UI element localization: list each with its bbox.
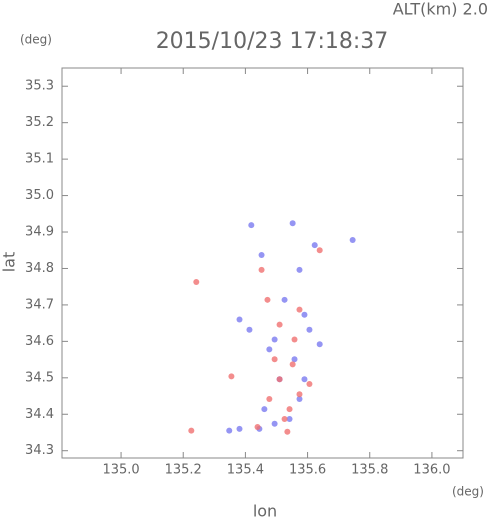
x-tick-label: 135.0 [102, 463, 139, 478]
y-tick-label: 34.6 [25, 334, 54, 349]
point [258, 251, 265, 258]
y-tick-label: 34.4 [25, 407, 54, 422]
y-tick-label: 35.3 [25, 79, 54, 94]
point [306, 381, 313, 388]
point [296, 395, 303, 402]
chart-title: 2015/10/23 17:18:37 [156, 29, 389, 54]
point [311, 242, 318, 249]
point [301, 311, 308, 318]
point [316, 247, 323, 254]
point [271, 336, 278, 343]
point [266, 346, 273, 353]
x-unit: (deg) [452, 485, 484, 499]
x-tick-label: 135.8 [351, 463, 388, 478]
point [296, 306, 303, 313]
y-tick-label: 34.5 [25, 370, 54, 385]
x-label: lon [253, 502, 277, 521]
point [261, 406, 268, 413]
point [289, 220, 296, 227]
y-tick-label: 34.7 [25, 297, 54, 312]
x-tick-label: 135.2 [165, 463, 202, 478]
y-tick-label: 34.3 [25, 443, 54, 458]
y-tick-label: 35.0 [25, 188, 54, 203]
point [316, 341, 323, 348]
point [301, 376, 308, 383]
point [306, 326, 313, 333]
y-tick-label: 35.1 [25, 152, 54, 167]
point [284, 428, 291, 435]
point [258, 266, 265, 273]
y-tick-label: 34.9 [25, 225, 54, 240]
point [188, 427, 195, 434]
point [286, 406, 293, 413]
x-tick-label: 135.4 [227, 463, 264, 478]
x-tick-label: 135.6 [289, 463, 326, 478]
point [286, 416, 293, 422]
point [289, 361, 296, 368]
point [296, 391, 303, 398]
point [254, 424, 261, 431]
point [228, 373, 235, 380]
point [271, 356, 278, 363]
point [264, 296, 271, 303]
y-unit: (deg) [20, 33, 52, 47]
point [291, 356, 298, 363]
point [248, 222, 255, 229]
y-label: lat [0, 252, 19, 273]
y-tick-label: 35.2 [25, 115, 54, 130]
point [193, 278, 200, 285]
point [276, 376, 283, 383]
point [271, 420, 278, 427]
x-tick-label: 136.0 [413, 463, 450, 478]
point [246, 326, 253, 333]
point [296, 266, 303, 273]
point [349, 237, 356, 244]
point [266, 395, 273, 402]
point [226, 427, 233, 434]
annotation: ALT(km) 2.0 [393, 0, 488, 19]
point [281, 416, 288, 422]
y-tick-label: 34.8 [25, 261, 54, 276]
point [281, 296, 288, 303]
point [236, 316, 243, 323]
point [236, 425, 243, 432]
point [291, 336, 298, 343]
point [276, 321, 283, 328]
plot-frame [61, 67, 464, 459]
